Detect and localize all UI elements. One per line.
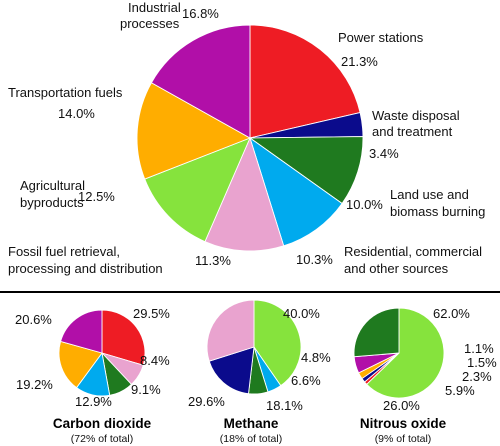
main-slice-label: Land use and xyxy=(390,187,469,202)
main-slice-label: biomass burning xyxy=(390,204,485,219)
carbon-dioxide-slice-value: 9.1% xyxy=(131,382,161,397)
nitrous-oxide-slice-value: 26.0% xyxy=(383,398,420,413)
methane-slice-value: 29.6% xyxy=(188,394,225,409)
main-slice-label: Transportation fuels xyxy=(8,85,123,100)
main-slice-label: Industrial xyxy=(128,0,181,15)
main-slice-label: Fossil fuel retrieval, xyxy=(8,244,120,259)
methane-slice-value: 4.8% xyxy=(301,350,331,365)
main-slice-label: Power stations xyxy=(338,30,424,45)
nitrous-oxide-slice-value: 5.9% xyxy=(445,383,475,398)
main-slice-value: 12.5% xyxy=(78,189,115,204)
nitrous-oxide-subtitle: (9% of total) xyxy=(375,433,432,445)
nitrous-oxide-slice-value: 2.3% xyxy=(462,369,492,384)
carbon-dioxide-title: Carbon dioxide xyxy=(53,416,152,431)
methane-slice-waste-disposal-and-treatment xyxy=(208,346,255,395)
methane-title: Methane xyxy=(224,416,279,431)
carbon-dioxide-slice-value: 20.6% xyxy=(15,312,52,327)
methane-pie-chart: 40.0% 4.8% 6.6% 18.1% 29.6% Methane (18% of to… xyxy=(188,299,331,445)
main-slice-label: Residential, commercial xyxy=(344,244,482,259)
main-slice-land-use-and-biomass-burning xyxy=(248,136,364,205)
methane-slice-value: 18.1% xyxy=(266,398,303,413)
carbon-dioxide-slice-value: 19.2% xyxy=(16,377,53,392)
main-slice-label: processing and distribution xyxy=(8,261,163,276)
carbon-dioxide-pie-chart: 29.5% 8.4% 9.1% 12.9% 19.2% 20.6% Carbon dioxi… xyxy=(15,306,170,445)
main-slice-label: Waste disposal xyxy=(372,108,460,123)
nitrous-oxide-slice-value: 1.1% xyxy=(464,341,494,356)
carbon-dioxide-slice-power-stations xyxy=(101,309,146,366)
main-slice-value: 14.0% xyxy=(58,106,95,121)
main-slice-value: 10.3% xyxy=(296,252,333,267)
main-slice-power-stations xyxy=(249,24,361,139)
main-slice-label: and other sources xyxy=(344,261,449,276)
methane-subtitle: (18% of total) xyxy=(220,433,282,445)
carbon-dioxide-slice-value: 12.9% xyxy=(75,394,112,409)
nitrous-oxide-title: Nitrous oxide xyxy=(360,416,447,431)
nitrous-oxide-slice-agricultural-byproducts xyxy=(366,307,445,399)
main-slice-agricultural-byproducts xyxy=(144,137,251,243)
nitrous-oxide-pie-chart: 62.0% 1.1%1.5%2.3%5.9% 26.0% Nitrous oxide (… xyxy=(353,306,497,445)
main-slice-value: 11.3% xyxy=(195,253,231,268)
main-slice-label: and treatment xyxy=(372,124,453,139)
carbon-dioxide-slice-industrial-processes xyxy=(60,309,103,354)
carbon-dioxide-slice-value: 8.4% xyxy=(140,353,170,368)
main-slice-residential-commercial-and-other-sources xyxy=(249,136,343,247)
methane-slice-value: 40.0% xyxy=(283,306,320,321)
main-slice-label: processes xyxy=(120,16,180,31)
carbon-dioxide-slice-value: 29.5% xyxy=(133,306,170,321)
carbon-dioxide-slice-transportation-fuels xyxy=(58,340,103,389)
main-slice-value: 21.3% xyxy=(341,54,378,69)
main-slice-transportation-fuels xyxy=(136,82,252,180)
main-slice-value: 16.8% xyxy=(182,6,219,21)
nitrous-oxide-slice-value: 1.5% xyxy=(467,355,497,370)
main-slice-label: Agricultural xyxy=(20,178,85,193)
main-slice-fossil-fuel-retrieval-processing-and-distribution xyxy=(204,136,285,252)
nitrous-oxide-slice-value: 62.0% xyxy=(433,306,470,321)
nitrous-oxide-slice-land-use-and-biomass-burning xyxy=(353,307,400,358)
main-slice-value: 3.4% xyxy=(369,146,399,161)
main-slice-industrial-processes xyxy=(150,24,251,139)
methane-slice-agricultural-byproducts xyxy=(253,299,302,387)
carbon-dioxide-subtitle: (72% of total) xyxy=(71,433,133,445)
methane-slice-fossil-fuel-retrieval-processing-and-distribution xyxy=(206,299,255,362)
methane-slice-value: 6.6% xyxy=(291,373,321,388)
main-slice-label: byproducts xyxy=(20,195,84,210)
main-slice-value: 10.0% xyxy=(346,197,383,212)
